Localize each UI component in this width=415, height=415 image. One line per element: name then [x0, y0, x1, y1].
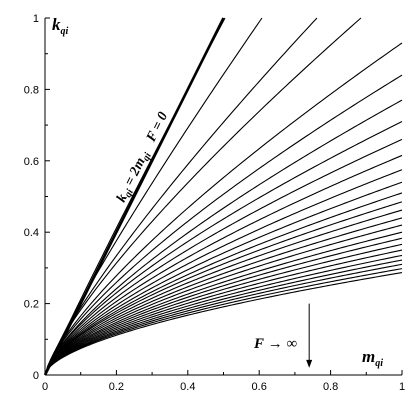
curve-20	[44, 243, 403, 376]
curve-19	[44, 237, 403, 376]
y-tick-label: 0.8	[24, 84, 39, 96]
x-tick-label: 0.2	[109, 381, 124, 393]
curve-5	[44, 42, 403, 376]
curve-25	[44, 268, 403, 376]
curve-family	[44, 17, 403, 376]
curve-16	[44, 217, 403, 376]
curve-8	[44, 121, 403, 376]
curve-18	[44, 231, 403, 376]
curve-10	[44, 154, 403, 376]
limit-line-label: kqi = 2mqiF = 0	[114, 110, 173, 206]
curve-22	[44, 254, 403, 376]
x-tick-label: 0.6	[252, 381, 267, 393]
y-tick-label: 1	[33, 13, 39, 25]
curve-6	[44, 74, 403, 376]
limit-line-group	[43, 17, 225, 376]
f-infinity-arrow	[306, 303, 313, 368]
curve-14	[44, 201, 403, 376]
y-tick-label: 0.2	[24, 299, 39, 311]
curve-23	[44, 259, 403, 376]
curve-4	[44, 17, 362, 376]
x-tick-label: 0	[42, 381, 48, 393]
curve-17	[44, 224, 403, 376]
y-axis-label: kqi	[52, 15, 69, 37]
f-infinity-label: F → ∞	[253, 336, 297, 352]
curve-26	[44, 271, 403, 376]
limit-line	[43, 17, 225, 376]
y-tick-label: 0	[33, 370, 39, 382]
curve-9	[44, 138, 403, 376]
curve-12	[44, 181, 403, 376]
curve-3	[44, 17, 318, 376]
curve-24	[44, 263, 403, 376]
curve-7	[44, 99, 403, 376]
curve-15	[44, 209, 403, 376]
curve-13	[44, 192, 403, 376]
x-axis-label: mqi	[362, 347, 383, 369]
y-tick-label: 0.4	[24, 227, 39, 239]
arrow-head	[306, 359, 313, 368]
x-tick-label: 1	[399, 381, 405, 393]
ticks: 0 0.2 0.4 0.6 0.8 1 0 0.2 0.4 0.6 0.8 1	[24, 13, 405, 393]
curve-2	[44, 17, 263, 376]
y-tick-label: 0.6	[24, 156, 39, 168]
x-tick-label: 0.8	[323, 381, 338, 393]
x-tick-label: 0.4	[180, 381, 195, 393]
curve-21	[44, 249, 403, 376]
curve-11	[44, 169, 403, 376]
